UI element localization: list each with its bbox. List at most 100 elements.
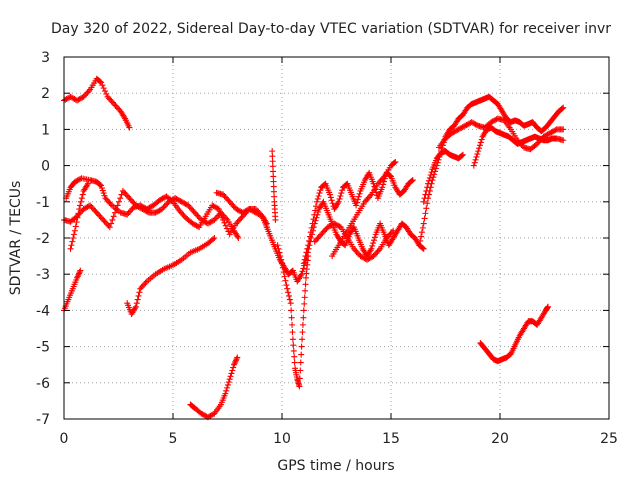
y-tick-label: 0 [41, 159, 50, 175]
series-track-5 [67, 180, 91, 252]
data-point [180, 199, 187, 206]
data-point [75, 210, 82, 217]
series-track-8 [187, 354, 241, 421]
data-point [202, 412, 209, 419]
data-point [125, 210, 132, 217]
axis-ticks [63, 56, 610, 420]
data-point [270, 178, 277, 185]
data-point [194, 212, 201, 219]
data-point [271, 193, 278, 200]
data-point [320, 228, 327, 235]
data-point [324, 224, 331, 231]
data-point [408, 177, 415, 184]
y-tick-label: -2 [36, 231, 50, 247]
series-track-16 [420, 148, 466, 205]
chart-title: Day 320 of 2022, Sidereal Day-to-day VTE… [51, 21, 611, 37]
data-point [432, 165, 439, 172]
data-point [238, 214, 245, 221]
data-point [291, 359, 298, 366]
data-point [248, 207, 255, 214]
data-point [288, 307, 295, 314]
data-point [68, 242, 75, 249]
data-point [225, 379, 232, 386]
data-point [117, 195, 124, 202]
data-point [233, 357, 240, 364]
series-track-19 [477, 303, 551, 365]
data-point [124, 211, 131, 218]
data-point [224, 195, 231, 202]
data-point [78, 95, 85, 102]
data-point [490, 117, 497, 124]
data-point [195, 214, 202, 221]
data-point [139, 282, 146, 289]
data-point [176, 197, 183, 204]
data-point [548, 129, 555, 136]
data-point [329, 200, 336, 207]
data-point [224, 381, 231, 388]
data-point [84, 180, 91, 187]
series-track-11 [269, 148, 279, 223]
data-point [304, 245, 311, 252]
grid-lines [64, 57, 609, 419]
data-point [126, 195, 133, 202]
data-point [298, 351, 305, 358]
data-point [212, 215, 219, 222]
data-point [224, 384, 231, 391]
data-point [177, 198, 184, 205]
data-point [475, 148, 482, 155]
data-point [73, 219, 80, 226]
data-point [296, 375, 303, 382]
data-point [68, 94, 75, 101]
data-point [311, 238, 318, 245]
data-point [190, 208, 197, 215]
data-point [132, 305, 139, 312]
data-point [290, 347, 297, 354]
data-point [102, 219, 109, 226]
data-point [198, 216, 205, 223]
data-point [315, 234, 322, 241]
data-point [318, 231, 325, 238]
data-point [299, 268, 306, 275]
data-point [358, 253, 365, 260]
data-point [322, 227, 329, 234]
data-point [180, 212, 187, 219]
data-point [105, 198, 112, 205]
data-point [220, 212, 227, 219]
data-point [460, 123, 467, 130]
data-point [300, 265, 307, 272]
data-point [386, 232, 393, 239]
data-point [159, 206, 166, 213]
data-point [422, 210, 429, 217]
y-tick-label: -6 [36, 376, 50, 392]
data-point [418, 233, 425, 240]
data-point [99, 82, 106, 89]
data-point [138, 205, 145, 212]
x-axis-label: GPS time / hours [277, 458, 394, 474]
data-point [208, 218, 215, 225]
data-point [223, 387, 230, 394]
data-point [142, 279, 149, 286]
data-point [220, 191, 227, 198]
data-point [356, 190, 363, 197]
data-point [534, 140, 541, 147]
data-point [560, 104, 567, 111]
data-point [73, 178, 80, 185]
data-point [119, 187, 126, 194]
data-point [373, 250, 380, 257]
data-point [354, 196, 361, 203]
data-point [353, 199, 360, 206]
data-point [303, 249, 310, 256]
x-tick-labels: 0 5 10 15 20 25 [60, 431, 618, 447]
data-point [214, 214, 221, 221]
data-point [206, 413, 213, 420]
data-point [301, 294, 308, 301]
data-point [313, 198, 320, 205]
data-point [115, 198, 122, 205]
data-point [421, 215, 428, 222]
data-point [130, 199, 137, 206]
data-point [221, 219, 228, 226]
data-point [79, 191, 86, 198]
data-point [312, 207, 319, 214]
data-point [62, 96, 69, 103]
data-point [427, 172, 434, 179]
